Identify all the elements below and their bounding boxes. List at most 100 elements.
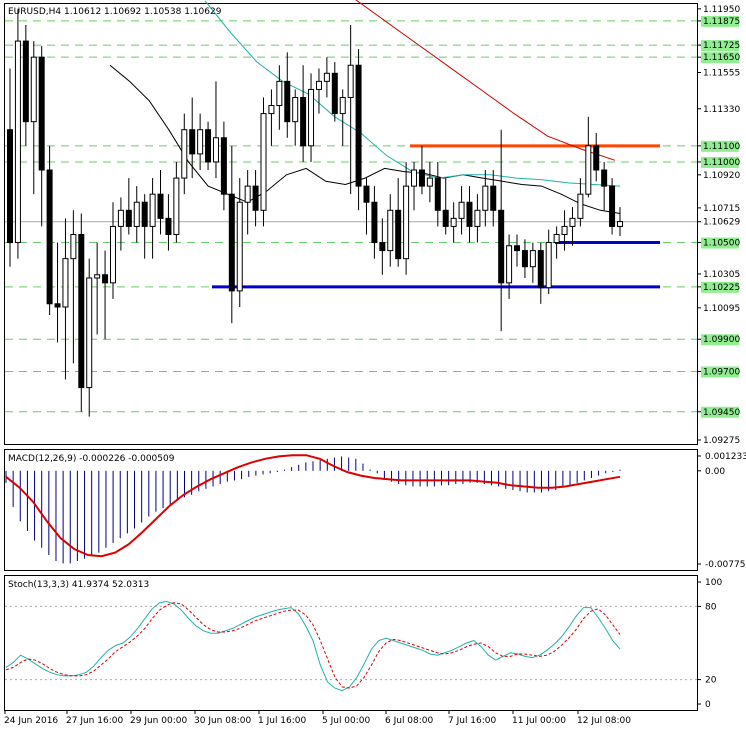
macd-panel-frame	[4, 449, 698, 571]
candle-body	[426, 177, 433, 187]
candle-body	[323, 72, 330, 82]
candle-body	[86, 277, 93, 389]
price-level-box	[701, 281, 739, 293]
price-level-box	[701, 40, 739, 52]
candle-body	[577, 193, 584, 219]
candle-body	[30, 56, 37, 123]
candle-body	[189, 129, 196, 155]
price-tick-label: 1.10095	[703, 304, 740, 314]
candle-body	[22, 40, 29, 123]
time-tick-label: 30 Jun 08:00	[194, 716, 251, 726]
time-tick-label: 27 Jun 16:00	[66, 716, 123, 726]
time-tick-label: 12 Jul 08:00	[577, 716, 631, 726]
macd-axis: 0.001233 0.00 -0.00775	[697, 452, 746, 570]
price-tick-label: 1.10305	[703, 270, 740, 280]
candle-body	[609, 185, 616, 227]
candle-body	[569, 217, 576, 227]
candle-body	[125, 209, 132, 227]
candle-body	[292, 96, 299, 123]
candle-body	[585, 145, 592, 195]
candlesticks	[7, 8, 623, 417]
candle-body	[244, 185, 251, 203]
candle-body	[514, 245, 521, 252]
stoch-signal-line	[5, 602, 621, 689]
candle-body	[521, 250, 528, 268]
candle-body	[474, 209, 481, 227]
macd-tick-label: 0.00	[705, 467, 725, 477]
symbol-info-label: EURUSD,H4 1.10612 1.10692 1.10538 1.1062…	[8, 7, 222, 17]
stoch-lines	[5, 600, 621, 692]
time-tick-label: 6 Jul 08:00	[385, 716, 434, 726]
moving-average-line	[355, 0, 616, 161]
price-tick-label: 1.11875	[703, 17, 740, 27]
price-tick-label: 1.11330	[703, 105, 740, 115]
moving-average-line	[109, 64, 621, 214]
price-level-box	[701, 156, 739, 168]
price-tick-label: 1.11000	[703, 158, 740, 168]
macd-signal-polyline	[5, 454, 621, 558]
time-tick-label: 24 Jun 2016	[4, 716, 58, 726]
price-tick-label: 1.09700	[703, 367, 740, 377]
price-level-box	[701, 237, 739, 249]
candle-body	[434, 177, 441, 211]
macd-signal-line	[5, 454, 621, 558]
stoch-main-line	[5, 600, 621, 692]
candle-body	[157, 193, 164, 219]
candle-body	[506, 245, 513, 284]
time-tick-label: 11 Jul 00:00	[512, 716, 566, 726]
candle-body	[70, 233, 77, 260]
candle-body	[252, 185, 259, 211]
candle-body	[197, 129, 204, 155]
macd-label: MACD(12,26,9) -0.000226 -0.000509	[8, 454, 175, 464]
price-tick-label: 1.09450	[703, 408, 740, 418]
candle-body	[109, 225, 116, 284]
time-tick-label: 5 Jul 00:00	[322, 716, 371, 726]
candle-body	[411, 169, 418, 187]
candle-body	[133, 201, 140, 227]
candle-body	[379, 242, 386, 252]
candle-body	[46, 169, 53, 305]
price-tick-label: 1.10500	[703, 239, 740, 249]
candle-body	[165, 217, 172, 235]
price-level-box	[701, 406, 739, 418]
candle-body	[601, 169, 608, 187]
candle-body	[537, 250, 544, 289]
time-tick-label: 29 Jun 00:00	[130, 716, 187, 726]
candle-body	[339, 96, 346, 115]
candle-body	[363, 185, 370, 203]
candle-body	[482, 185, 489, 211]
price-tick-label: 1.11555	[703, 68, 740, 78]
candle-body	[331, 72, 338, 115]
price-tick-label: 1.09275	[703, 436, 740, 446]
candle-body	[212, 137, 219, 163]
candle-body	[276, 80, 283, 107]
price-tick-label: 1.09900	[703, 335, 740, 345]
candle-body	[617, 221, 623, 227]
candle-body	[284, 80, 291, 123]
price-level-box	[701, 140, 739, 152]
candle-body	[545, 242, 552, 289]
candle-body	[94, 274, 101, 279]
candle-body	[181, 129, 188, 179]
candle-body	[220, 137, 227, 195]
candle-body	[490, 185, 497, 211]
price-tick-label: 1.10225	[703, 283, 740, 293]
price-tick-label: 1.11950	[703, 5, 740, 15]
price-level-box	[701, 334, 739, 346]
candle-body	[387, 209, 394, 252]
candle-body	[355, 64, 362, 187]
candle-body	[54, 303, 61, 308]
candle-body	[300, 96, 307, 147]
candle-body	[173, 177, 180, 235]
price-tick-label: 1.10920	[703, 171, 740, 181]
candle-body	[418, 169, 425, 187]
candle-body	[466, 201, 473, 227]
time-axis: 24 Jun 2016 27 Jun 16:00 29 Jun 00:00 30 Ju…	[4, 710, 631, 726]
candle-body	[236, 201, 243, 292]
macd-histogram	[5, 456, 621, 564]
price-axis: 1.11950 1.11875 1.11725 1.11650 1.11555 1.113…	[697, 5, 740, 446]
stoch-level-gridlines	[5, 605, 697, 681]
candle-body	[593, 145, 600, 171]
candle-body	[102, 274, 109, 284]
